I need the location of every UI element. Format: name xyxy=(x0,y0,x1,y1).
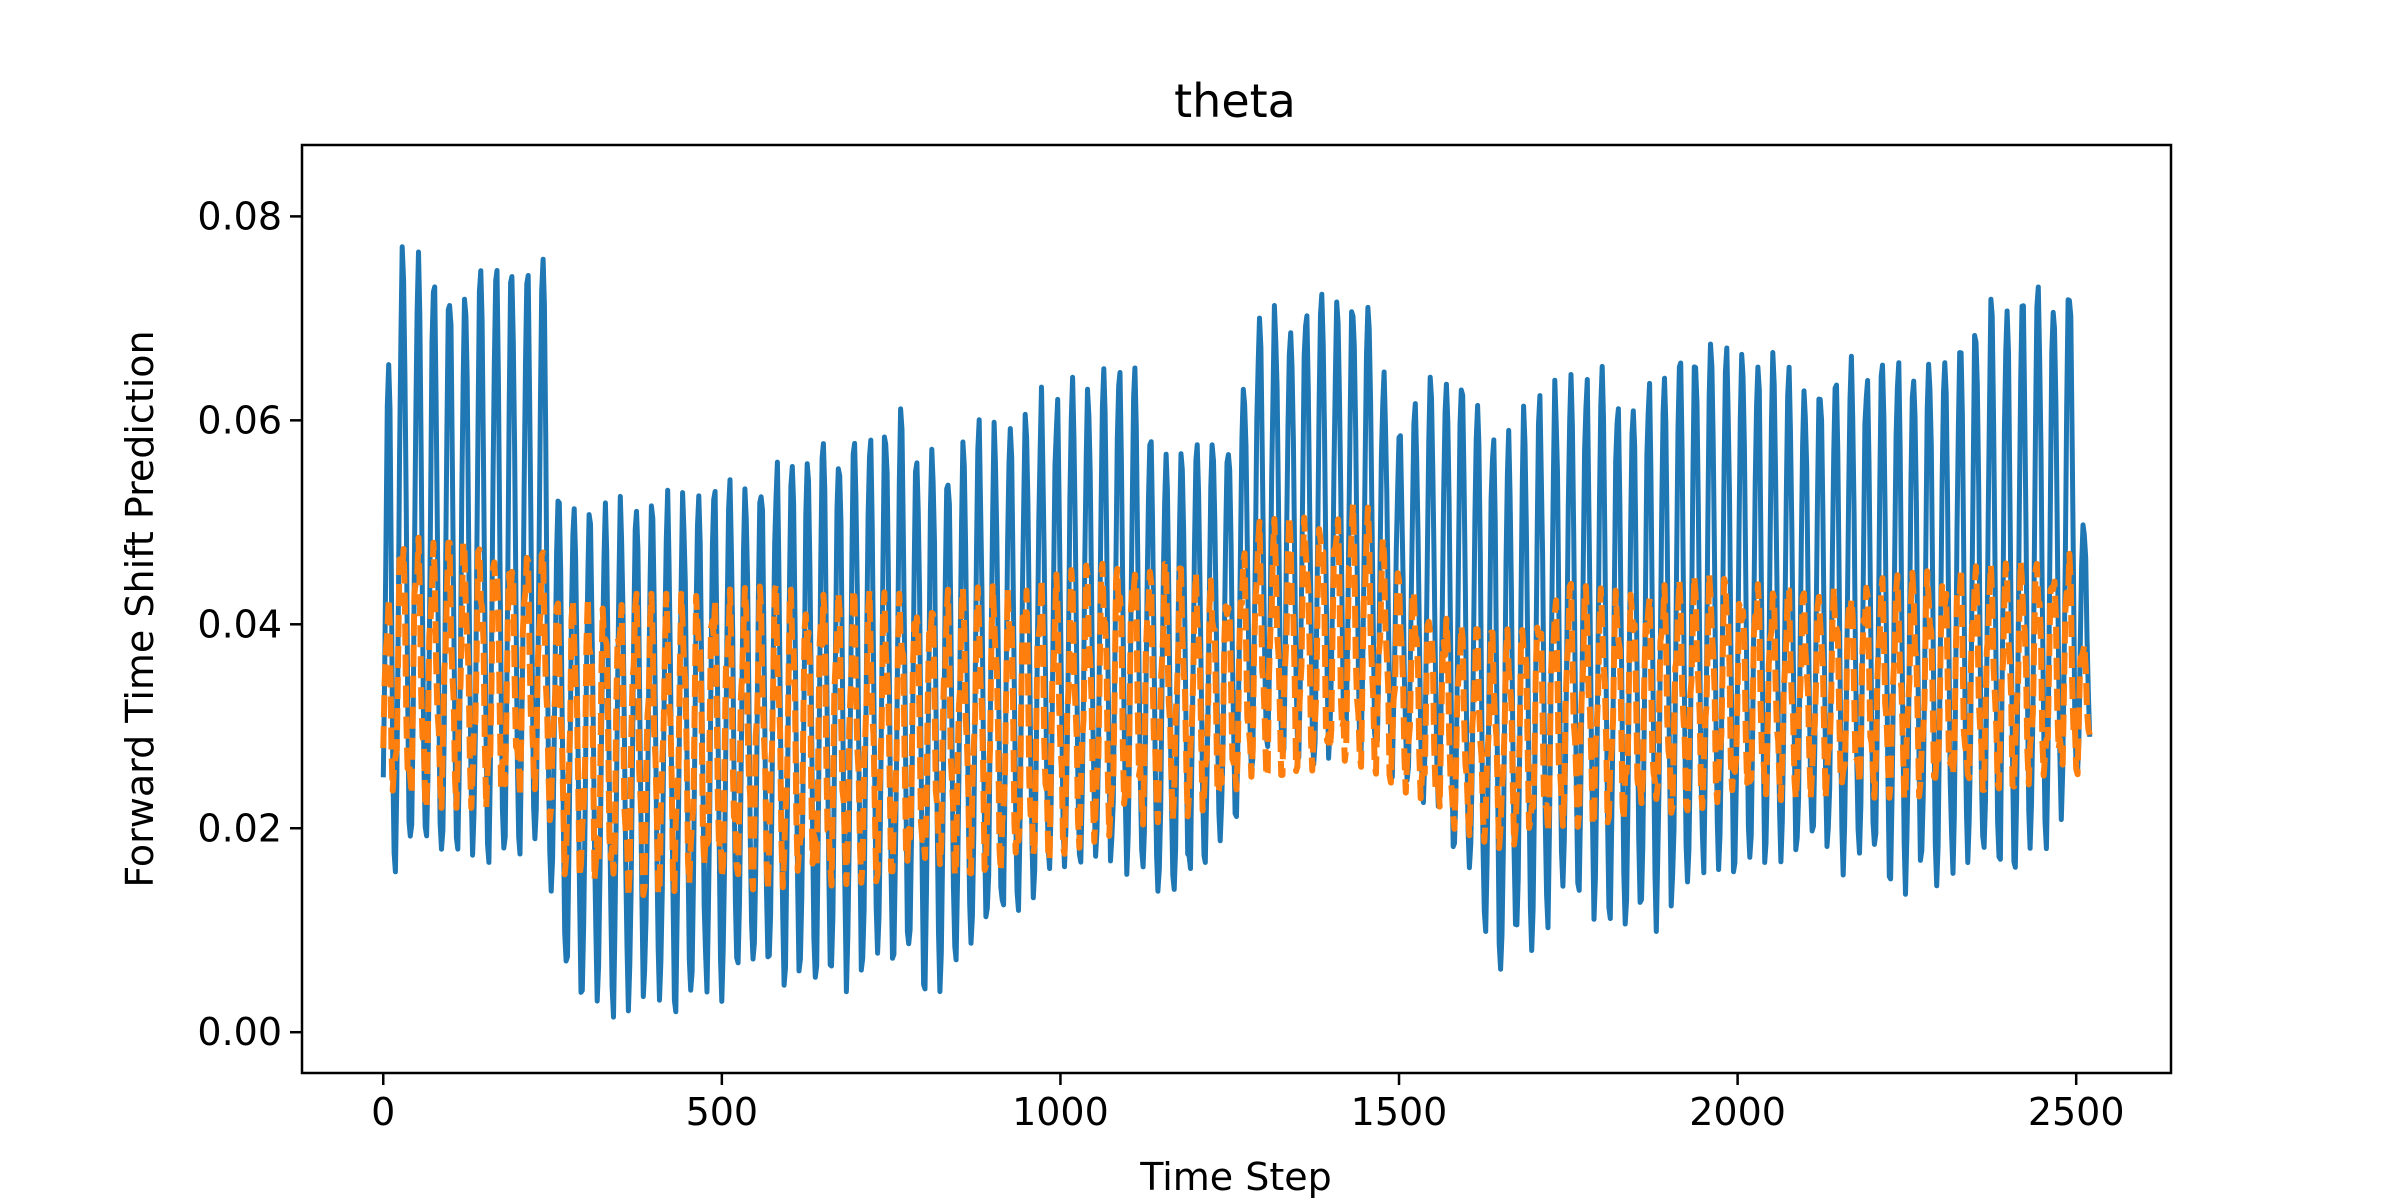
chart-title: theta xyxy=(1174,74,1296,128)
x-axis-label: Time Step xyxy=(1139,1155,1332,1199)
y-tick-label: 0.06 xyxy=(197,398,282,442)
y-tick-label: 0.02 xyxy=(197,806,282,850)
x-axis: 0 500 1000 1500 2000 2500 xyxy=(371,1073,2125,1134)
x-tick-label: 2500 xyxy=(2028,1090,2125,1134)
x-tick-label: 500 xyxy=(686,1090,759,1134)
y-tick-label: 0.00 xyxy=(197,1010,282,1054)
plot-area xyxy=(380,244,2093,1020)
y-axis-label: Forward Time Shift Prediction xyxy=(118,330,162,887)
y-tick-label: 0.04 xyxy=(197,602,282,646)
x-tick-label: 1000 xyxy=(1012,1090,1109,1134)
series-line-orange xyxy=(380,501,2093,900)
x-tick-label: 1500 xyxy=(1351,1090,1448,1134)
y-axis: 0.00 0.02 0.04 0.06 0.08 xyxy=(197,194,302,1054)
x-tick-label: 0 xyxy=(371,1090,395,1134)
plot-frame xyxy=(300,143,2173,1075)
series-line-blue xyxy=(380,244,2093,1020)
y-tick-label: 0.08 xyxy=(197,194,282,238)
x-tick-label: 2000 xyxy=(1689,1090,1786,1134)
